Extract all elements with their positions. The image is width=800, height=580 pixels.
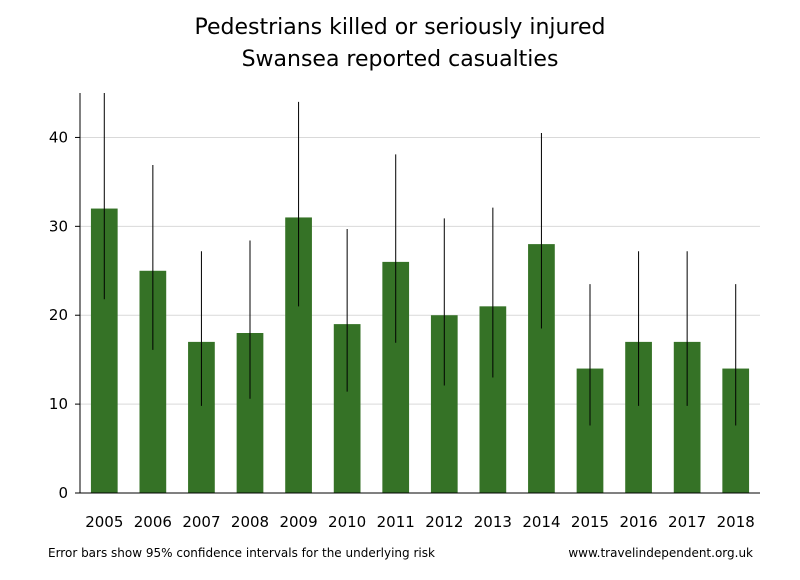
y-tick-label: 20 bbox=[49, 306, 68, 324]
x-tick-label: 2014 bbox=[522, 513, 560, 531]
chart-title: Pedestrians killed or seriously injured bbox=[194, 15, 606, 40]
x-tick-label: 2006 bbox=[134, 513, 172, 531]
y-tick-label: 40 bbox=[49, 128, 68, 146]
bars bbox=[90, 208, 750, 494]
y-tick-label: 10 bbox=[49, 395, 68, 413]
grid-lines bbox=[80, 136, 760, 405]
y-tick-label: 0 bbox=[58, 484, 68, 502]
x-tick-label: 2013 bbox=[474, 513, 512, 531]
x-tick-label: 2017 bbox=[668, 513, 706, 531]
axes bbox=[75, 93, 760, 494]
x-tick-label: 2005 bbox=[85, 513, 123, 531]
y-tick-labels: 0 10 20 30 40 bbox=[49, 128, 68, 502]
x-tick-label: 2007 bbox=[182, 513, 220, 531]
error-bar-footnote: Error bars show 95% confidence intervals… bbox=[48, 546, 435, 560]
x-tick-label: 2008 bbox=[231, 513, 269, 531]
x-tick-label: 2015 bbox=[571, 513, 609, 531]
chart-subtitle: Swansea reported casualties bbox=[241, 47, 559, 72]
x-tick-label: 2018 bbox=[717, 513, 755, 531]
x-tick-label: 2009 bbox=[279, 513, 317, 531]
x-tick-labels: 2005 2006 2007 2008 2009 2010 2011 2012 2013 2014… bbox=[85, 513, 755, 531]
x-tick-label: 2011 bbox=[377, 513, 415, 531]
y-tick-label: 30 bbox=[49, 217, 68, 235]
x-tick-label: 2010 bbox=[328, 513, 366, 531]
source-url: www.travelindependent.org.uk bbox=[568, 546, 753, 560]
x-tick-label: 2012 bbox=[425, 513, 463, 531]
error-bars bbox=[103, 93, 737, 426]
x-tick-label: 2016 bbox=[619, 513, 657, 531]
